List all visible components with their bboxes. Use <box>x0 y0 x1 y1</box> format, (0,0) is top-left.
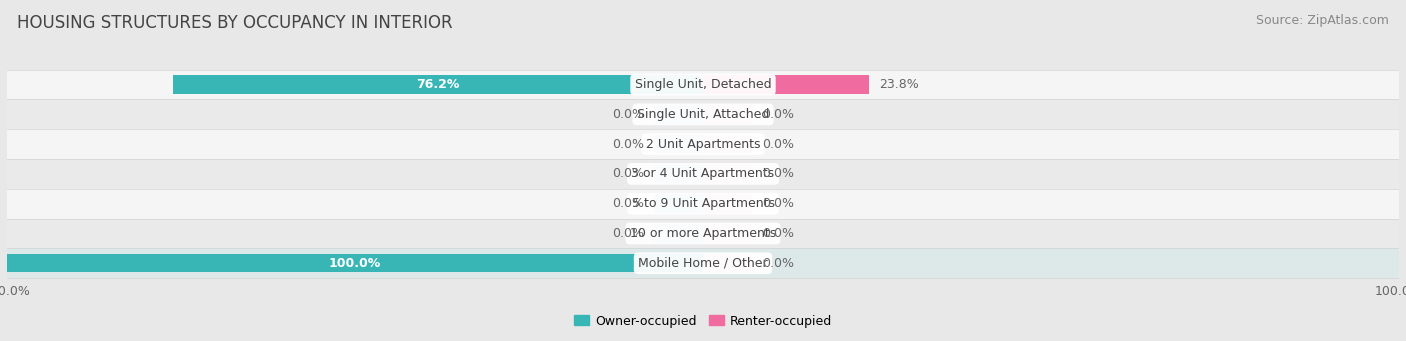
Text: Mobile Home / Other: Mobile Home / Other <box>638 257 768 270</box>
Text: Source: ZipAtlas.com: Source: ZipAtlas.com <box>1256 14 1389 27</box>
Bar <box>7 100 1399 129</box>
Text: HOUSING STRUCTURES BY OCCUPANCY IN INTERIOR: HOUSING STRUCTURES BY OCCUPANCY IN INTER… <box>17 14 453 32</box>
Text: 0.0%: 0.0% <box>762 257 794 270</box>
Bar <box>7 129 1399 159</box>
Bar <box>703 135 752 153</box>
Text: 0.0%: 0.0% <box>762 197 794 210</box>
Bar <box>703 194 752 213</box>
Bar <box>173 75 703 94</box>
Text: 23.8%: 23.8% <box>879 78 920 91</box>
Text: 10 or more Apartments: 10 or more Apartments <box>630 227 776 240</box>
Text: 0.0%: 0.0% <box>612 138 644 151</box>
Text: 0.0%: 0.0% <box>762 108 794 121</box>
Bar <box>7 248 1399 278</box>
Text: Single Unit, Detached: Single Unit, Detached <box>634 78 772 91</box>
Bar <box>654 194 703 213</box>
Bar <box>654 135 703 153</box>
Text: 2 Unit Apartments: 2 Unit Apartments <box>645 138 761 151</box>
Text: 76.2%: 76.2% <box>416 78 460 91</box>
Bar <box>703 224 752 243</box>
Text: 0.0%: 0.0% <box>762 138 794 151</box>
Bar <box>703 165 752 183</box>
Text: 0.0%: 0.0% <box>762 227 794 240</box>
Text: 0.0%: 0.0% <box>612 108 644 121</box>
Bar <box>703 254 752 272</box>
Text: 0.0%: 0.0% <box>612 227 644 240</box>
Bar <box>7 219 1399 248</box>
Legend: Owner-occupied, Renter-occupied: Owner-occupied, Renter-occupied <box>568 310 838 332</box>
Bar <box>703 75 869 94</box>
Bar <box>703 105 752 123</box>
Text: 3 or 4 Unit Apartments: 3 or 4 Unit Apartments <box>631 167 775 180</box>
Bar <box>7 189 1399 219</box>
Bar <box>654 105 703 123</box>
Text: 0.0%: 0.0% <box>762 167 794 180</box>
Bar <box>654 165 703 183</box>
Text: 0.0%: 0.0% <box>612 167 644 180</box>
Text: 5 to 9 Unit Apartments: 5 to 9 Unit Apartments <box>631 197 775 210</box>
Bar <box>654 224 703 243</box>
Bar <box>7 254 703 272</box>
Text: 0.0%: 0.0% <box>612 197 644 210</box>
Text: Single Unit, Attached: Single Unit, Attached <box>637 108 769 121</box>
Bar <box>7 70 1399 100</box>
Bar <box>7 159 1399 189</box>
Text: 100.0%: 100.0% <box>329 257 381 270</box>
